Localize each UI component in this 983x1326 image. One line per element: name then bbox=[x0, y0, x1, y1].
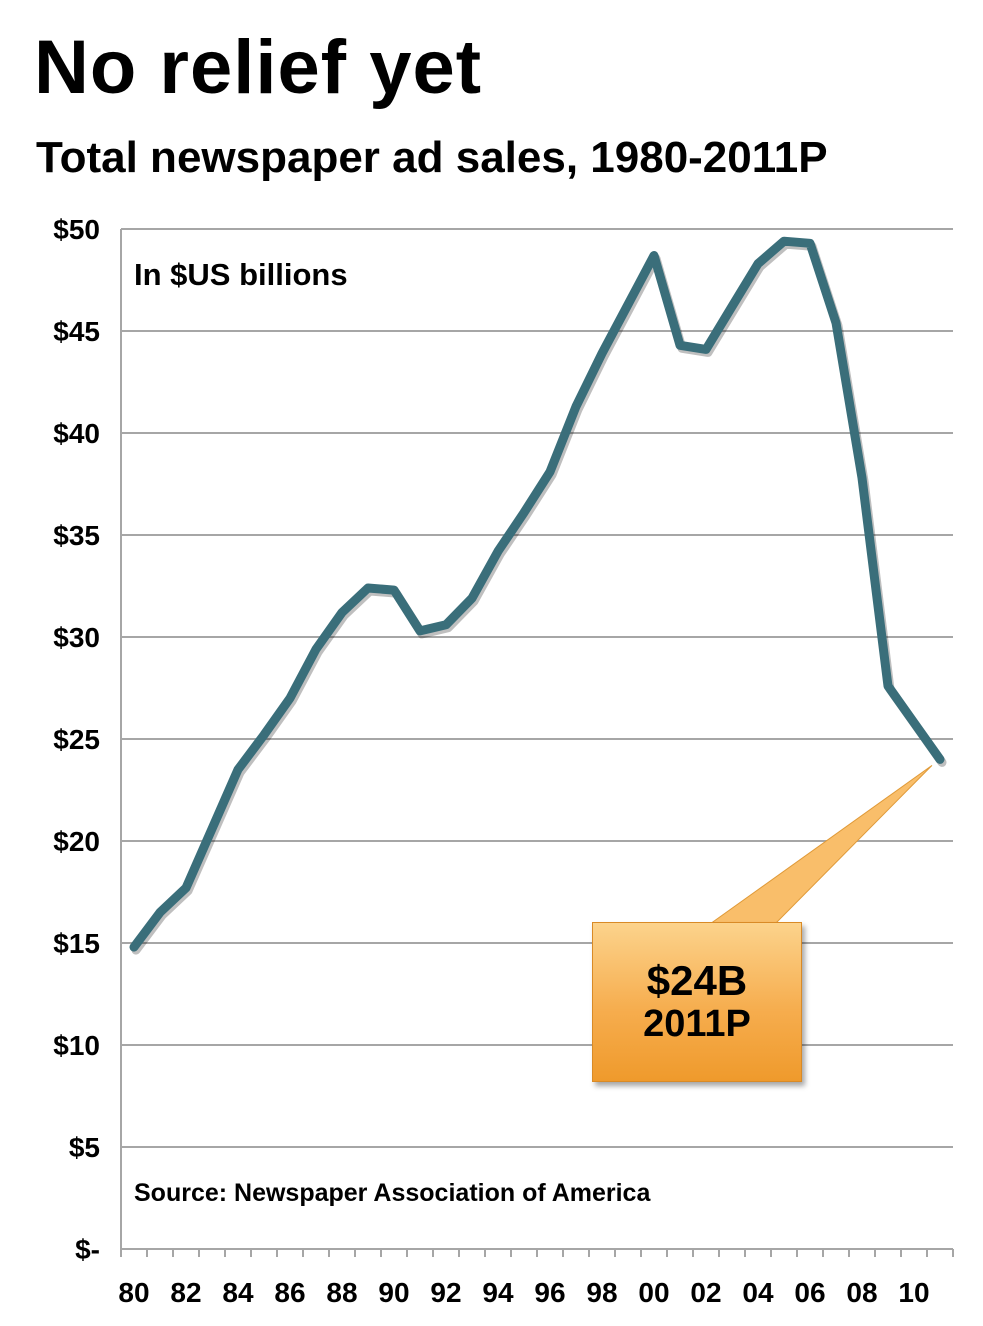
series-group bbox=[129, 236, 947, 955]
x-tick-label: 88 bbox=[326, 1277, 357, 1308]
x-tick-label: 96 bbox=[534, 1277, 565, 1308]
y-axis-ticks: $- $5 $10 $15 $20 $25 $30 $35 $40 $45 $50 bbox=[53, 214, 100, 1265]
y-tick-label: $35 bbox=[53, 520, 100, 551]
x-tick-label: 94 bbox=[482, 1277, 514, 1308]
x-tick-label: 06 bbox=[794, 1277, 825, 1308]
x-tick-label: 82 bbox=[170, 1277, 201, 1308]
callout-pointer bbox=[708, 764, 933, 925]
x-tick-label: 98 bbox=[586, 1277, 617, 1308]
callout-box: $24B 2011P bbox=[592, 922, 802, 1082]
x-tick-label: 00 bbox=[638, 1277, 669, 1308]
y-tick-label: $15 bbox=[53, 928, 100, 959]
x-tick-label: 92 bbox=[430, 1277, 461, 1308]
x-tick-label: 10 bbox=[898, 1277, 929, 1308]
y-tick-label: $50 bbox=[53, 214, 100, 245]
unit-note: In $US billions bbox=[134, 257, 348, 292]
x-tick-label: 04 bbox=[742, 1277, 774, 1308]
chart-title: No relief yet bbox=[34, 25, 483, 110]
y-tick-label: $40 bbox=[53, 418, 100, 449]
x-axis-ticks: 80 82 84 86 88 90 92 94 96 98 00 02 04 06 08 10 bbox=[118, 1249, 954, 1308]
x-tick-label: 80 bbox=[118, 1277, 149, 1308]
callout-value: $24B bbox=[646, 957, 748, 1004]
x-tick-label: 86 bbox=[274, 1277, 305, 1308]
y-tick-label: $- bbox=[75, 1234, 100, 1265]
y-tick-label: $10 bbox=[53, 1030, 100, 1061]
x-tick-label: 84 bbox=[222, 1277, 254, 1308]
y-tick-label: $5 bbox=[69, 1132, 100, 1163]
y-tick-label: $25 bbox=[53, 724, 100, 755]
x-tick-label: 90 bbox=[378, 1277, 409, 1308]
x-tick-label: 02 bbox=[690, 1277, 721, 1308]
source-note: Source: Newspaper Association of America bbox=[134, 1179, 651, 1207]
x-tick-label: 08 bbox=[846, 1277, 877, 1308]
chart-subtitle: Total newspaper ad sales, 1980-2011P bbox=[36, 133, 828, 182]
y-tick-label: $30 bbox=[53, 622, 100, 653]
series-line bbox=[129, 236, 945, 952]
y-tick-label: $45 bbox=[53, 316, 100, 347]
y-tick-label: $20 bbox=[53, 826, 100, 857]
callout-label: 2011P bbox=[643, 1003, 751, 1046]
gridlines bbox=[121, 228, 953, 1148]
